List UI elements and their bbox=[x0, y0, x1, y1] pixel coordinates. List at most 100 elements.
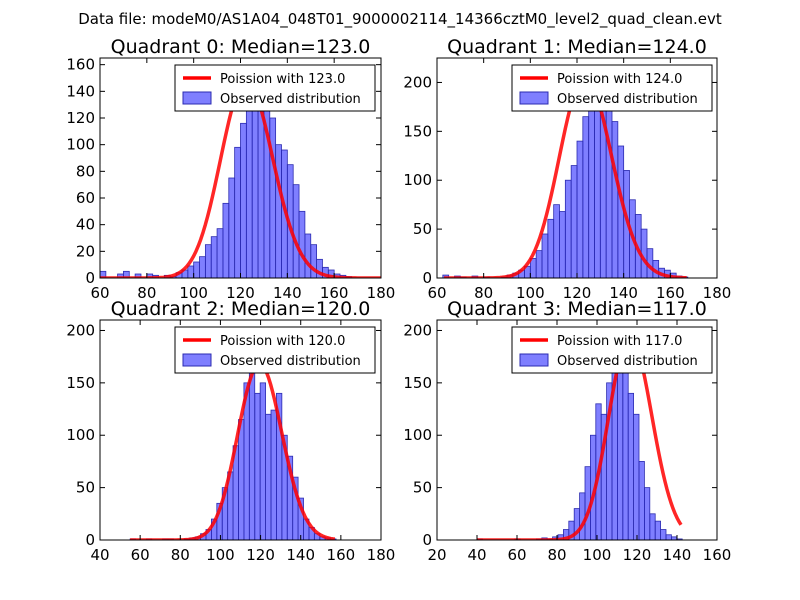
y-tick-label: 120 bbox=[66, 109, 95, 127]
y-tick-label: 150 bbox=[66, 374, 95, 392]
chart-0: 60 80 100 120 140 160 180 0 20 40 60 80 100 120 140 160… bbox=[66, 36, 395, 302]
histogram-bar bbox=[248, 371, 256, 540]
x-tick-label: 100 bbox=[206, 546, 235, 564]
chart-title: Quadrant 1: Median=124.0 bbox=[447, 36, 707, 58]
axes-frame bbox=[436, 319, 718, 541]
histogram-bar bbox=[649, 513, 656, 540]
histogram-bar bbox=[547, 218, 555, 278]
histogram-bar bbox=[588, 101, 595, 278]
y-tick-label: 150 bbox=[403, 122, 432, 140]
y-tick-label: 0 bbox=[85, 269, 95, 287]
y-tick-label: 100 bbox=[403, 426, 432, 444]
legend-box bbox=[174, 326, 376, 374]
plot-area-0 bbox=[100, 78, 381, 278]
histogram-bar bbox=[559, 211, 566, 278]
x-tick-label: 20 bbox=[427, 546, 446, 564]
histogram-bar bbox=[259, 382, 266, 540]
x-tick-label: 160 bbox=[320, 284, 349, 302]
x-tick-label: 160 bbox=[327, 546, 356, 564]
x-tick-label: 80 bbox=[474, 284, 493, 302]
y-tick-label: 100 bbox=[66, 426, 95, 444]
plot-area-3 bbox=[476, 334, 683, 540]
histogram-bar bbox=[193, 261, 200, 278]
legend-label-poisson: Poission with 123.0 bbox=[220, 72, 345, 87]
histogram-bar bbox=[292, 184, 300, 278]
histogram-bar bbox=[611, 121, 619, 278]
histogram-bar bbox=[594, 91, 601, 278]
histogram-bar bbox=[210, 236, 218, 278]
y-tick-label: 50 bbox=[76, 479, 95, 497]
y-tick-label: 50 bbox=[413, 220, 432, 238]
histogram-bar bbox=[123, 270, 130, 278]
histogram-bar bbox=[564, 179, 572, 278]
histogram-bar bbox=[310, 244, 318, 278]
histogram-bar bbox=[665, 534, 672, 540]
histogram-bar bbox=[245, 104, 253, 278]
histogram-bar bbox=[579, 492, 586, 540]
x-tick-label: 120 bbox=[246, 546, 275, 564]
x-tick-label: 180 bbox=[367, 546, 396, 564]
axes-frame bbox=[99, 319, 382, 541]
histogram-bar bbox=[529, 258, 537, 278]
histogram-bar bbox=[254, 392, 261, 540]
histogram-bar bbox=[541, 233, 549, 278]
chart-3: 20 40 60 80 100 120 140 160 0 50 100 150 200 Quadrant… bbox=[403, 298, 731, 564]
x-tick-label: 100 bbox=[583, 546, 612, 564]
chart-2: 40 60 80 100 120 140 160 180 0 50 100 150 200 Quadran… bbox=[66, 298, 395, 564]
x-tick-label: 60 bbox=[90, 284, 109, 302]
x-tick-label: 80 bbox=[171, 546, 190, 564]
x-tick-label: 40 bbox=[467, 546, 486, 564]
histogram-bar bbox=[100, 270, 107, 278]
chart-title: Quadrant 0: Median=123.0 bbox=[111, 36, 371, 58]
y-tick-label: 80 bbox=[76, 162, 95, 180]
histogram-bar bbox=[582, 116, 590, 278]
plot-area-2 bbox=[129, 362, 337, 540]
x-tick-label: 40 bbox=[90, 546, 109, 564]
x-tick-label: 140 bbox=[286, 546, 315, 564]
x-tick-label: 100 bbox=[516, 284, 545, 302]
histogram-bar bbox=[570, 165, 578, 278]
y-tick-label: 40 bbox=[76, 216, 95, 234]
histogram-bar bbox=[660, 529, 667, 540]
histogram-bar bbox=[251, 90, 259, 278]
x-tick-label: 180 bbox=[703, 284, 732, 302]
histogram-bar bbox=[605, 96, 613, 278]
histogram-bar bbox=[576, 140, 584, 278]
histogram-bar bbox=[553, 204, 560, 278]
x-tick-label: 160 bbox=[656, 284, 685, 302]
histogram-bar bbox=[234, 146, 241, 278]
x-tick-label: 140 bbox=[663, 546, 692, 564]
histogram-bar bbox=[298, 210, 306, 278]
histogram-bar bbox=[638, 461, 645, 540]
y-tick-label: 140 bbox=[66, 82, 95, 100]
y-tick-label: 200 bbox=[66, 321, 95, 339]
histogram-bar bbox=[617, 145, 625, 278]
histogram-bar bbox=[617, 345, 624, 540]
histogram-bar bbox=[228, 177, 236, 278]
x-tick-label: 100 bbox=[179, 284, 208, 302]
histogram-bar bbox=[275, 144, 282, 278]
histogram-bar bbox=[622, 366, 629, 540]
x-tick-label: 80 bbox=[137, 284, 156, 302]
histogram-bar bbox=[304, 233, 312, 278]
legend-label-poisson: Poission with 124.0 bbox=[557, 72, 682, 87]
y-tick-label: 160 bbox=[66, 56, 95, 74]
histogram-bar bbox=[633, 413, 640, 540]
y-tick-label: 150 bbox=[403, 374, 432, 392]
histogram-bar bbox=[627, 392, 635, 540]
histogram-bar bbox=[222, 202, 230, 278]
legend-bar-swatch bbox=[519, 353, 549, 367]
y-tick-label: 60 bbox=[76, 189, 95, 207]
legend-label-observed: Observed distribution bbox=[220, 92, 361, 107]
y-tick-label: 50 bbox=[413, 479, 432, 497]
legend-label-observed: Observed distribution bbox=[557, 354, 698, 369]
poisson-curve bbox=[130, 362, 336, 540]
chart-title: Quadrant 3: Median=117.0 bbox=[447, 298, 707, 320]
legend-bar-swatch bbox=[519, 91, 549, 105]
histogram-bar bbox=[654, 520, 662, 540]
legend-bar-swatch bbox=[182, 91, 212, 105]
histogram-bar bbox=[134, 273, 142, 278]
x-tick-label: 60 bbox=[507, 546, 526, 564]
x-tick-label: 120 bbox=[226, 284, 255, 302]
